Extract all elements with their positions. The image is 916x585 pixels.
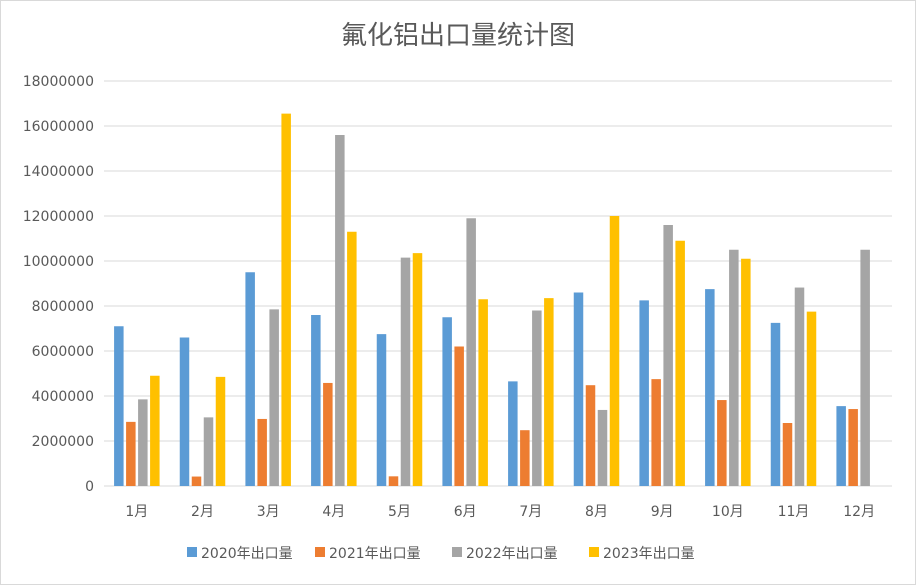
- y-axis-labels: 0 2000000 4000000 6000000 8000000 10000000 120…: [23, 74, 94, 495]
- legend-swatch: [589, 547, 599, 557]
- bar: [347, 231, 357, 486]
- x-tick-label: 2月: [191, 504, 214, 520]
- bar-series: [114, 113, 870, 486]
- bar: [454, 346, 464, 486]
- legend-label: 2023年出口量: [603, 546, 695, 562]
- bar: [675, 240, 685, 486]
- bar: [508, 381, 518, 486]
- bar: [717, 400, 727, 486]
- y-tick-label: 6000000: [32, 344, 94, 360]
- bar: [126, 421, 136, 486]
- bar: [442, 317, 452, 486]
- bar: [806, 311, 817, 486]
- bar: [257, 418, 267, 486]
- bar: [770, 322, 781, 486]
- bar: [215, 376, 226, 486]
- bar: [281, 113, 291, 486]
- bar: [705, 289, 715, 486]
- bar: [400, 257, 411, 486]
- legend: 2020年出口量 2021年出口量 2022年出口量 2023年出口量: [187, 546, 695, 562]
- bar: [245, 272, 255, 486]
- y-tick-label: 18000000: [23, 74, 94, 90]
- bar: [782, 423, 793, 486]
- bar: [597, 409, 608, 486]
- x-axis-labels: 1月 2月 3月 4月 5月 6月 7月 8月 9月 10月 11月 12月: [125, 504, 875, 520]
- x-tick-label: 10月: [712, 504, 744, 520]
- legend-swatch: [452, 547, 462, 557]
- bar: [203, 417, 214, 486]
- chart-title: 氟化铝出口量统计图: [341, 21, 575, 51]
- bar: [179, 337, 190, 486]
- x-tick-label: 9月: [651, 504, 674, 520]
- bar: [520, 430, 530, 486]
- y-tick-label: 4000000: [32, 389, 94, 405]
- y-tick-label: 8000000: [32, 299, 94, 315]
- grid-lines: [104, 80, 892, 487]
- x-tick-label: 1月: [125, 504, 148, 520]
- bar: [114, 326, 124, 486]
- bar: [532, 310, 542, 486]
- bar: [651, 379, 661, 486]
- bar: [311, 315, 321, 486]
- bar: [388, 476, 399, 486]
- bar: [138, 399, 148, 486]
- bar: [478, 299, 488, 486]
- bar: [376, 334, 387, 486]
- bar: [741, 258, 751, 486]
- bar: [573, 292, 584, 486]
- x-tick-label: 11月: [778, 504, 810, 520]
- x-tick-label: 5月: [388, 504, 411, 520]
- x-tick-label: 8月: [585, 504, 608, 520]
- y-tick-label: 14000000: [23, 164, 94, 180]
- bar: [860, 249, 870, 486]
- legend-label: 2021年出口量: [329, 546, 421, 562]
- bar: [794, 287, 805, 486]
- y-tick-label: 0: [85, 479, 94, 495]
- y-tick-label: 2000000: [32, 434, 94, 450]
- x-tick-label: 6月: [454, 504, 477, 520]
- bar: [544, 298, 554, 486]
- bar: [848, 409, 858, 486]
- x-tick-label: 4月: [322, 504, 345, 520]
- legend-label: 2020年出口量: [201, 546, 293, 562]
- bar: [150, 375, 160, 486]
- legend-swatch: [187, 547, 197, 557]
- bar: [323, 382, 333, 486]
- x-tick-label: 3月: [257, 504, 280, 520]
- bar: [609, 216, 620, 486]
- bar: [585, 385, 596, 486]
- bar: [269, 309, 279, 486]
- bar: [639, 300, 649, 486]
- y-tick-label: 10000000: [23, 254, 94, 270]
- bar: [729, 249, 739, 486]
- legend-swatch: [315, 547, 325, 557]
- legend-label: 2022年出口量: [466, 546, 558, 562]
- y-tick-label: 12000000: [23, 209, 94, 225]
- bar: [836, 406, 846, 486]
- bar: [335, 135, 345, 486]
- x-tick-label: 12月: [843, 504, 875, 520]
- bar: [412, 253, 423, 486]
- y-tick-label: 16000000: [23, 119, 94, 135]
- bar: [466, 218, 476, 486]
- bar: [191, 476, 202, 486]
- bar: [663, 225, 673, 486]
- x-tick-label: 7月: [519, 504, 542, 520]
